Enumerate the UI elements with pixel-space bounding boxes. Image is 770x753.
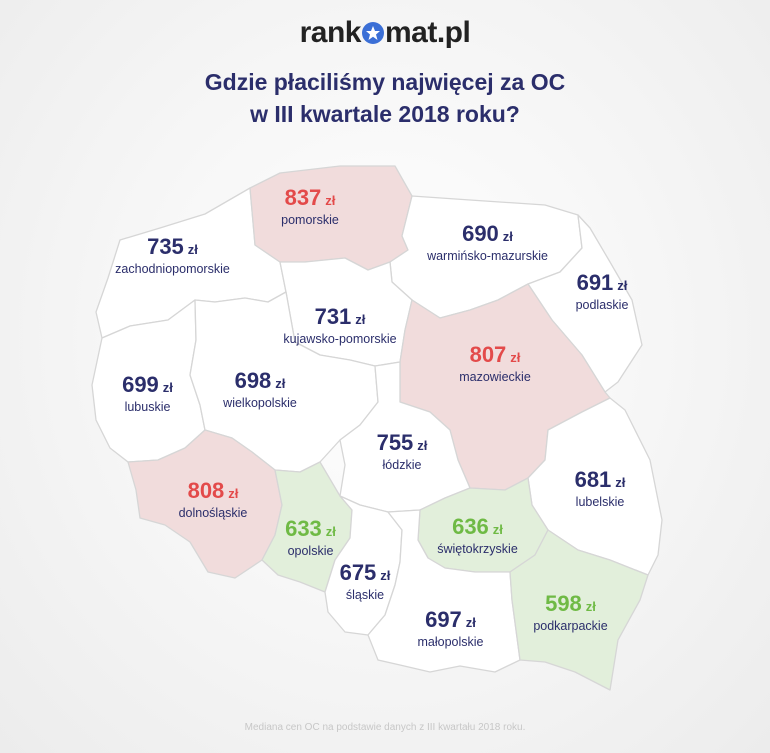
logo-text-left: rank <box>299 16 362 49</box>
page-title: Gdzie płaciliśmy najwięcej za OC w III k… <box>0 66 770 130</box>
label-kujawsko-pomorskie: 731 zł kujawsko-pomorskie <box>283 304 397 346</box>
label-warminsko-mazurskie: 690 zł warmińsko-mazurskie <box>427 221 548 263</box>
title-line-1: Gdzie płaciliśmy najwięcej za OC <box>204 69 566 95</box>
label-malopolskie: 697 zł małopolskie <box>417 607 484 649</box>
label-mazowieckie: 807 zł mazowieckie <box>459 342 531 384</box>
region-malopolskie[interactable] <box>367 509 521 673</box>
label-lodzkie: 755 zł łódzkie <box>376 430 428 472</box>
label-podkarpackie: 598 zł podkarpackie <box>533 591 608 633</box>
label-opolskie: 633 zł opolskie <box>285 516 336 558</box>
label-lubelskie: 681 zł lubelskie <box>574 467 626 509</box>
star-icon <box>362 22 384 44</box>
label-pomorskie: 837 zł pomorskie <box>281 185 339 227</box>
label-swietokrzyskie: 636 zł świętokrzyskie <box>437 514 518 556</box>
logo: rank mat.pl <box>0 16 770 50</box>
title-line-2: w III kwartale 2018 roku? <box>250 101 520 127</box>
footnote: Mediana cen OC na podstawie danych z III… <box>244 722 526 733</box>
label-podlaskie: 691 zł podlaskie <box>575 270 629 312</box>
label-lubuskie: 699 zł lubuskie <box>122 372 173 414</box>
label-wielkopolskie: 698 zł wielkopolskie <box>223 368 297 410</box>
region-podkarpackie[interactable] <box>509 529 649 691</box>
label-dolnoslaskie: 808 zł dolnośląskie <box>178 478 248 520</box>
logo-text-right: mat.pl <box>385 16 471 49</box>
label-slaskie: 675 zł śląskie <box>339 560 391 602</box>
label-zachodniopomorskie: 735 zł zachodniopomorskie <box>115 234 230 276</box>
